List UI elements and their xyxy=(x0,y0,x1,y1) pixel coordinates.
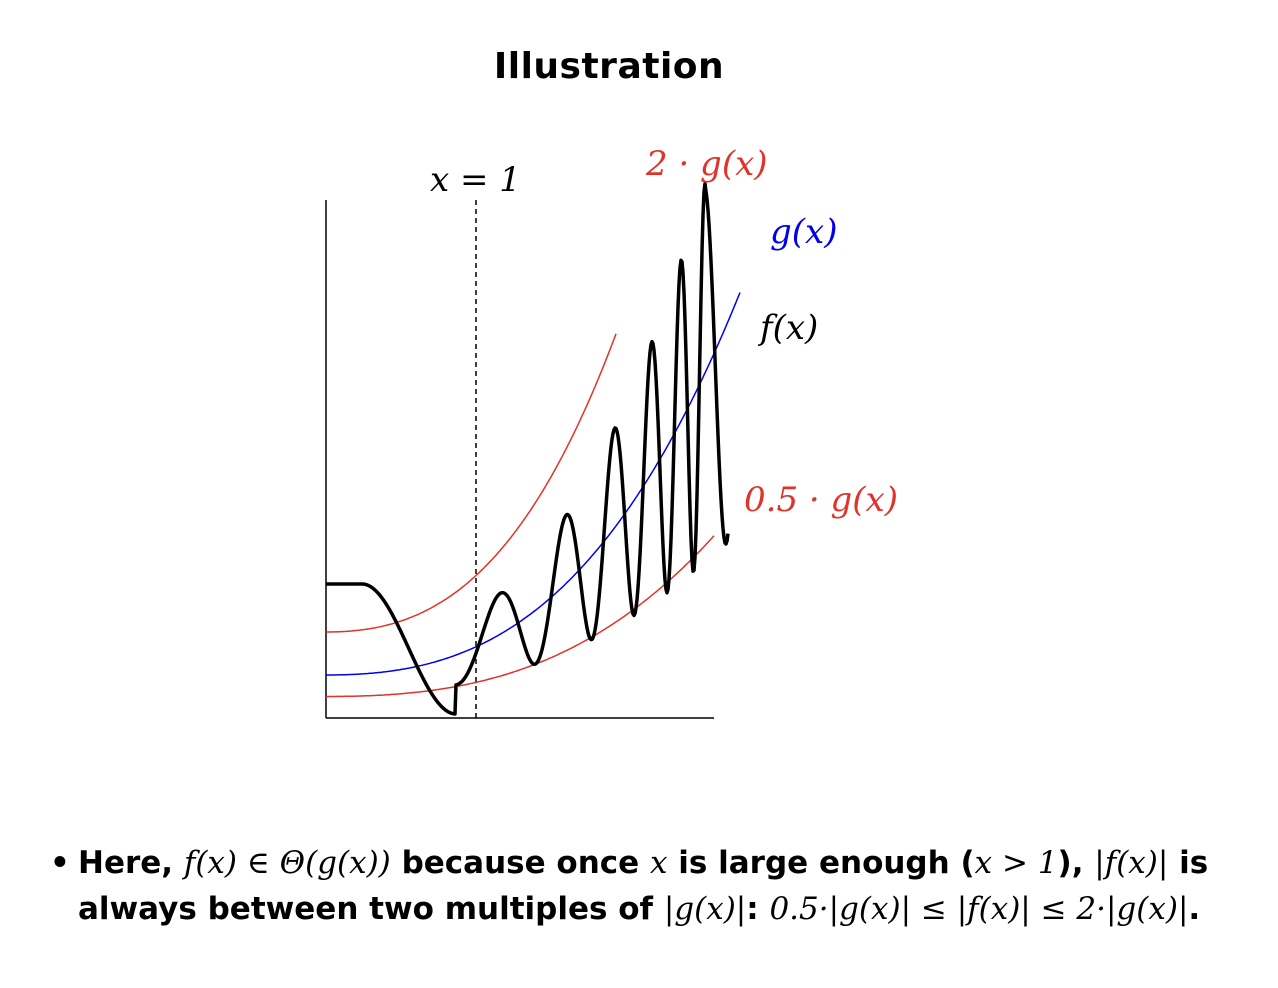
bullet-line-1: • Here, f(x) ∈ Θ(g(x)) because once x is … xyxy=(50,840,1240,886)
bullet-text: : xyxy=(746,891,770,927)
g-label: g(x) xyxy=(770,212,838,252)
function-plot xyxy=(325,181,741,719)
g-curve xyxy=(326,292,741,676)
upper-bound-curve xyxy=(326,333,617,633)
math-theta-claim: f(x) ∈ Θ(g(x)) xyxy=(183,845,391,881)
lower-bound-label: 0.5 · g(x) xyxy=(744,480,898,520)
bullet-line-2: always between two multiples of |g(x)|: … xyxy=(50,886,1240,932)
bullet-marker: • xyxy=(50,845,70,881)
threshold-label: x = 1 xyxy=(430,160,521,200)
slide-title: Illustration xyxy=(493,46,725,87)
upper-bound-label: 2 · g(x) xyxy=(646,144,768,184)
f-label: f(x) xyxy=(760,308,819,348)
math-inequality: 0.5·|g(x)| ≤ |f(x)| ≤ 2·|g(x)| xyxy=(769,891,1189,927)
bullet-text: . xyxy=(1188,891,1201,927)
bullet-text: ), xyxy=(1057,845,1095,881)
bullet-text: is xyxy=(1168,845,1209,881)
bullet-text: Here, xyxy=(78,845,184,881)
math-x: x xyxy=(649,845,668,881)
bullet-text: is large enough ( xyxy=(667,845,975,881)
lower-bound-curve xyxy=(326,535,715,698)
math-abs-g: |g(x)| xyxy=(663,891,747,927)
f-curve xyxy=(325,181,730,716)
bullet-point: • Here, f(x) ∈ Θ(g(x)) because once x is … xyxy=(50,840,1240,932)
bullet-text: because once xyxy=(390,845,650,881)
bullet-text: always between two multiples of xyxy=(78,891,664,927)
math-x-greater-1: x > 1 xyxy=(974,845,1058,881)
math-abs-f: |f(x)| xyxy=(1094,845,1169,881)
